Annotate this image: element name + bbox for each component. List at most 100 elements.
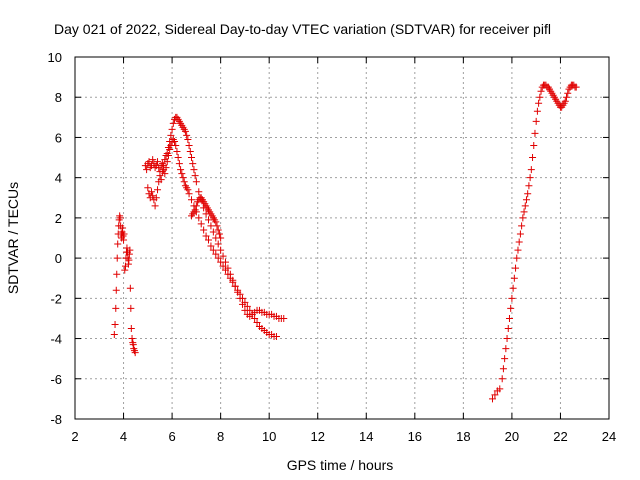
data-point xyxy=(184,135,192,143)
data-point xyxy=(112,304,120,312)
data-point xyxy=(238,300,246,308)
data-point xyxy=(508,294,516,302)
data-point xyxy=(113,254,121,262)
data-point xyxy=(214,226,222,234)
data-point xyxy=(185,190,193,198)
data-point xyxy=(515,238,523,246)
data-point xyxy=(535,99,543,107)
x-tick-label: 22 xyxy=(553,429,567,444)
data-point xyxy=(205,236,212,244)
y-tick-label: 10 xyxy=(48,50,62,65)
y-tick-label: -2 xyxy=(50,291,62,306)
data-point xyxy=(217,246,225,254)
data-point xyxy=(526,174,534,182)
data-point xyxy=(168,125,176,133)
data-point xyxy=(529,154,537,162)
data-point xyxy=(516,230,524,238)
data-point xyxy=(226,270,234,278)
x-tick-label: 12 xyxy=(310,429,324,444)
data-point xyxy=(488,395,496,403)
data-point xyxy=(125,256,133,264)
data-point xyxy=(179,174,187,182)
y-tick-label: -8 xyxy=(50,412,62,427)
data-point xyxy=(114,240,122,248)
data-point xyxy=(149,156,157,164)
data-point xyxy=(214,240,222,248)
data-point xyxy=(524,190,532,198)
data-point xyxy=(156,172,164,180)
data-point xyxy=(175,160,183,168)
data-point xyxy=(161,156,169,164)
series-track-d xyxy=(144,113,288,322)
data-point xyxy=(533,107,541,115)
data-point xyxy=(126,246,134,254)
data-point xyxy=(189,160,197,168)
data-point xyxy=(219,262,227,270)
x-tick-label: 20 xyxy=(505,429,519,444)
data-point xyxy=(507,304,515,312)
data-point xyxy=(127,325,135,332)
data-point xyxy=(191,172,199,180)
data-point xyxy=(563,93,571,101)
data-point xyxy=(190,166,198,174)
data-point xyxy=(192,178,200,186)
data-point xyxy=(527,166,535,174)
data-point xyxy=(209,228,217,236)
data-point xyxy=(491,391,499,399)
y-tick-label: 6 xyxy=(55,130,62,145)
data-point xyxy=(152,194,160,202)
data-point xyxy=(219,252,227,260)
data-point xyxy=(531,129,539,137)
data-point xyxy=(202,232,210,240)
data-point xyxy=(110,331,118,339)
data-point xyxy=(513,254,521,262)
x-tick-label: 18 xyxy=(456,429,470,444)
data-point xyxy=(502,345,510,353)
data-point xyxy=(113,270,121,278)
data-point xyxy=(572,83,580,91)
grid-lines xyxy=(75,57,609,419)
data-point xyxy=(241,306,249,314)
data-point xyxy=(530,141,538,149)
x-tick-label: 14 xyxy=(359,429,373,444)
data-point xyxy=(174,154,182,162)
data-point xyxy=(200,226,208,234)
data-point xyxy=(120,230,128,238)
data-point xyxy=(173,148,181,156)
x-tick-label: 6 xyxy=(168,429,175,444)
x-tick-label: 24 xyxy=(602,429,616,444)
data-point xyxy=(498,375,506,383)
data-point xyxy=(503,335,511,343)
data-point xyxy=(126,284,134,292)
data-point xyxy=(520,208,528,216)
data-point xyxy=(525,182,533,190)
data-point xyxy=(251,314,259,322)
data-point xyxy=(185,141,193,149)
data-point xyxy=(214,254,222,262)
data-point xyxy=(272,333,280,341)
data-point xyxy=(504,325,512,332)
data-point xyxy=(512,264,520,272)
data-point xyxy=(209,246,217,254)
data-point xyxy=(178,170,186,178)
data-point xyxy=(522,196,530,204)
data-point xyxy=(496,385,504,393)
y-tick-label: 4 xyxy=(55,171,62,186)
x-tick-label: 4 xyxy=(120,429,127,444)
data-point xyxy=(164,144,172,151)
data-point xyxy=(163,150,171,158)
data-point xyxy=(149,192,157,200)
data-point xyxy=(121,266,129,274)
data-point xyxy=(180,178,188,186)
data-point xyxy=(224,264,232,272)
data-point xyxy=(157,176,165,184)
data-point xyxy=(191,206,199,214)
data-point xyxy=(212,218,220,226)
y-tick-label: -4 xyxy=(50,332,62,347)
data-point xyxy=(537,87,545,95)
data-point xyxy=(127,304,135,312)
data-point xyxy=(231,282,239,290)
data-point xyxy=(532,117,540,125)
data-point xyxy=(253,318,261,326)
